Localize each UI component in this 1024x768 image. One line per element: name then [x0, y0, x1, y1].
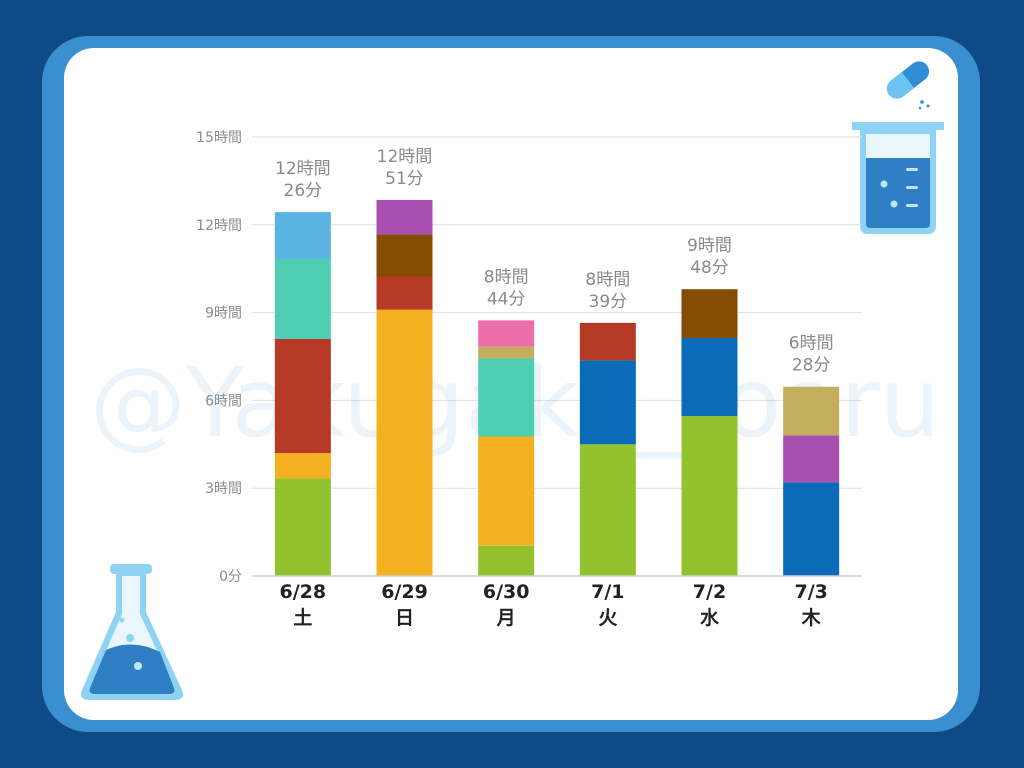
x-category-weekday: 火 — [598, 607, 618, 629]
bar-stack — [783, 386, 840, 576]
y-tick-label: 9時間 — [205, 306, 242, 322]
bar-total-hours: 8時間 — [484, 267, 529, 287]
y-tick-label: 12時間 — [196, 218, 242, 234]
bar-segment — [274, 258, 331, 339]
bar-total-hours: 12時間 — [377, 147, 433, 167]
bar-total-minutes: 39分 — [589, 292, 628, 312]
bar-segment — [376, 276, 433, 310]
y-tick-label: 0分 — [219, 569, 242, 585]
y-axis-ticks: 0分 3時間 6時間 9時間 12時間 15時間 — [196, 130, 242, 585]
y-tick-label: 15時間 — [196, 130, 242, 146]
bar-segment — [783, 435, 840, 483]
bar-segment — [579, 444, 636, 576]
bar-segment — [274, 453, 331, 479]
bars — [274, 199, 840, 576]
bar-segment — [681, 289, 738, 338]
bar-segment — [274, 338, 331, 454]
bar-segment — [681, 416, 738, 576]
capsule-icon — [886, 61, 930, 110]
y-tick-label: 3時間 — [205, 481, 242, 497]
x-category-weekday: 水 — [700, 607, 720, 629]
bar-stack — [274, 212, 331, 576]
bar-stack — [681, 289, 738, 576]
flask-icon — [81, 564, 183, 700]
bar-segment — [376, 309, 433, 576]
bar-stack — [478, 320, 535, 576]
bar-segment — [274, 478, 331, 576]
x-category-date: 6/30 — [483, 581, 530, 603]
bar-segment — [681, 337, 738, 417]
x-category-weekday: 木 — [801, 606, 822, 629]
bar-segment — [783, 386, 840, 436]
x-category-date: 7/2 — [693, 581, 726, 603]
bar-segment — [274, 212, 331, 259]
bar-total-minutes: 28分 — [792, 356, 831, 376]
bar-segment — [579, 360, 636, 445]
x-category-weekday: 土 — [293, 607, 312, 629]
x-axis-categories: 6/28 土 6/29 日 6/30 月 7/1 火 7/2 水 7/3 木 — [280, 581, 828, 629]
bar-segment — [478, 436, 535, 546]
bar-segment — [478, 346, 535, 359]
beaker-icon — [852, 122, 944, 234]
bar-segment — [376, 234, 433, 277]
bar-stack — [579, 322, 636, 576]
bar-segment — [478, 320, 535, 347]
bar-total-hours: 6時間 — [789, 334, 834, 354]
bar-segment — [783, 482, 840, 576]
bar-total-minutes: 26分 — [284, 181, 323, 201]
bar-stack — [376, 199, 433, 576]
x-category-weekday: 日 — [395, 607, 414, 629]
bar-segment — [579, 322, 636, 361]
gridlines — [252, 136, 862, 489]
bar-total-hours: 9時間 — [687, 236, 732, 256]
x-category-date: 6/29 — [381, 581, 428, 603]
bar-total-minutes: 51分 — [385, 169, 424, 189]
x-category-date: 6/28 — [280, 581, 327, 603]
bar-total-minutes: 48分 — [690, 258, 729, 278]
bar-total-hours: 8時間 — [585, 270, 630, 290]
x-category-date: 7/3 — [794, 581, 827, 603]
bar-total-minutes: 44分 — [487, 289, 526, 309]
bar-segment — [478, 545, 535, 576]
y-tick-label: 6時間 — [205, 393, 242, 409]
x-category-date: 7/1 — [591, 581, 624, 603]
bar-total-hours: 12時間 — [275, 159, 331, 179]
bar-segment — [478, 358, 535, 437]
bar-segment — [376, 199, 433, 235]
x-category-weekday: 月 — [496, 607, 516, 629]
